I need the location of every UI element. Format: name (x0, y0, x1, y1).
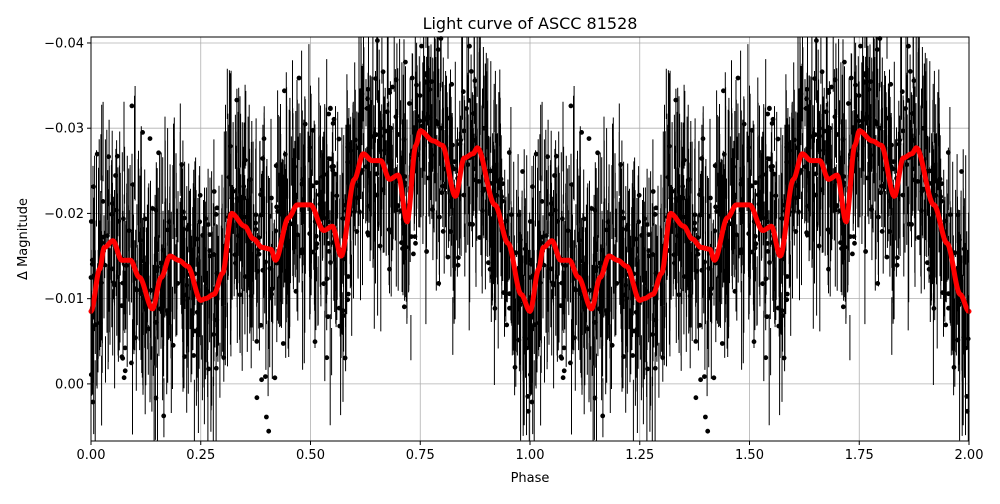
x-tick-label: 1.75 (845, 448, 874, 463)
y-tick-label: −0.02 (44, 207, 84, 222)
y-tick-label: −0.04 (44, 36, 84, 51)
y-tick-label: 0.00 (55, 377, 84, 392)
x-axis-ticks: 0.00 0.25 0.50 0.75 1.00 1.25 1.50 1.75 2.00 (77, 441, 984, 463)
chart-title: Light curve of ASCC 81528 (423, 14, 638, 33)
x-tick-label: 0.00 (77, 448, 106, 463)
x-tick-label: 1.00 (516, 448, 545, 463)
y-tick-label: −0.03 (44, 122, 84, 137)
model-curve (88, 128, 972, 314)
x-tick-label: 0.25 (186, 448, 215, 463)
x-tick-label: 2.00 (955, 448, 984, 463)
x-axis-label: Phase (511, 471, 550, 486)
x-tick-label: 0.75 (406, 448, 435, 463)
y-axis-ticks: −0.04 −0.03 −0.02 −0.01 0.00 (44, 36, 91, 392)
y-tick-label: −0.01 (44, 292, 84, 307)
x-tick-label: 0.50 (296, 448, 325, 463)
x-tick-label: 1.25 (625, 448, 654, 463)
x-tick-label: 1.50 (735, 448, 764, 463)
y-axis-label: Δ Magnitude (16, 198, 31, 280)
